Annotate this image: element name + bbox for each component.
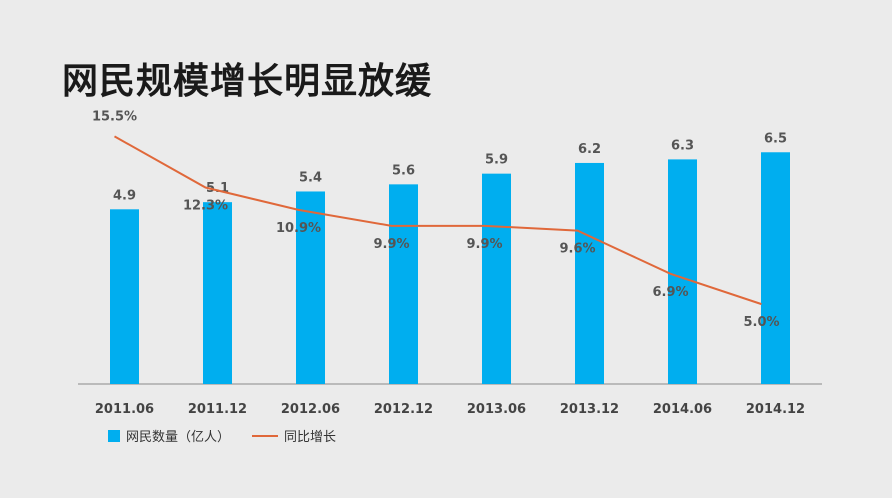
bar-2012.06 xyxy=(296,191,325,384)
x-tick-label: 2013.06 xyxy=(467,402,526,417)
bar-value-label: 6.5 xyxy=(764,131,787,146)
growth-value-label: 10.9% xyxy=(276,221,321,236)
bar-2011.06 xyxy=(110,209,139,384)
x-tick-label: 2012.12 xyxy=(374,402,433,417)
bar-value-label: 5.6 xyxy=(392,163,415,178)
bar-2011.12 xyxy=(203,202,232,384)
growth-value-label: 9.9% xyxy=(466,237,502,252)
growth-value-label: 15.5% xyxy=(92,109,137,124)
x-tick-label: 2014.12 xyxy=(746,402,805,417)
growth-value-label: 9.9% xyxy=(373,237,409,252)
chart-legend: 网民数量（亿人） 同比增长 xyxy=(108,426,358,445)
bar-value-label: 5.9 xyxy=(485,153,508,168)
x-tick-label: 2011.12 xyxy=(188,402,247,417)
bar-2014.06 xyxy=(668,159,697,384)
page-title: 网民规模增长明显放缓 xyxy=(62,61,433,102)
growth-value-label: 12.3% xyxy=(183,199,228,214)
bar-2013.12 xyxy=(575,162,604,384)
bar-2014.12 xyxy=(761,152,790,384)
bar-value-label: 6.3 xyxy=(671,138,694,153)
bar-2012.12 xyxy=(389,184,418,384)
bar-value-label: 4.9 xyxy=(113,188,136,203)
growth-line xyxy=(114,135,762,306)
bar-2013.06 xyxy=(482,173,511,384)
legend-line-swatch xyxy=(252,434,279,437)
legend-label-growth: 同比增长 xyxy=(284,430,337,445)
legend-bar-swatch xyxy=(108,429,120,442)
growth-value-label: 5.0% xyxy=(743,315,779,330)
legend-item-growth: 同比增长 xyxy=(252,426,336,445)
x-tick-label: 2011.06 xyxy=(95,402,154,417)
x-tick-label: 2013.12 xyxy=(560,402,619,417)
x-tick-label: 2012.06 xyxy=(281,402,340,417)
x-tick-label: 2014.06 xyxy=(653,402,712,417)
growth-value-label: 9.6% xyxy=(559,242,595,257)
bar-value-label: 6.2 xyxy=(578,142,601,157)
legend-item-users: 网民数量（亿人） xyxy=(108,426,230,445)
growth-value-label: 6.9% xyxy=(652,285,688,300)
legend-label-users: 网民数量（亿人） xyxy=(126,430,231,445)
bar-value-label: 5.4 xyxy=(299,170,322,185)
